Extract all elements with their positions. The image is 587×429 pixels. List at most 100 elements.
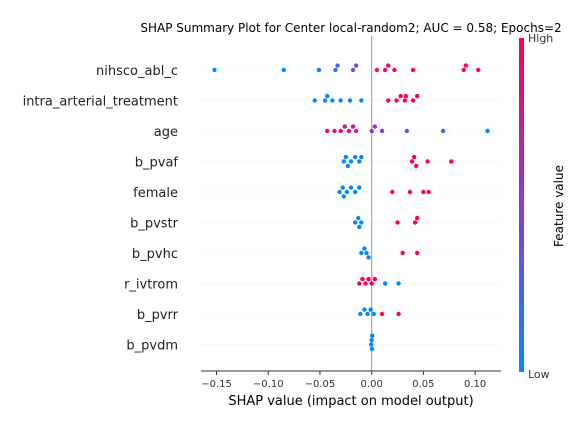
shap-point xyxy=(415,93,420,99)
shap-point xyxy=(337,189,342,195)
shap-point xyxy=(396,311,401,317)
shap-point xyxy=(358,311,363,317)
shap-point xyxy=(342,124,347,129)
row-gridlines xyxy=(201,69,501,345)
shap-point xyxy=(395,220,400,225)
shap-point xyxy=(341,194,346,199)
shap-point xyxy=(356,215,361,221)
shap-point xyxy=(341,159,346,164)
shap-point xyxy=(369,281,374,286)
x-tick-label: 0.10 xyxy=(464,379,486,390)
colorbar xyxy=(519,38,524,372)
shap-point xyxy=(412,220,418,225)
shap-point xyxy=(346,128,352,134)
shap-point xyxy=(394,98,399,103)
shap-point xyxy=(413,163,419,169)
shap-point xyxy=(352,154,358,160)
feature-label: b_pvaf xyxy=(135,156,179,171)
shap-point xyxy=(359,220,364,225)
shap-point xyxy=(404,128,410,134)
shap-point xyxy=(372,124,377,129)
shap-point xyxy=(409,159,415,164)
shap-point xyxy=(353,128,359,134)
shap-point xyxy=(398,93,403,99)
feature-label: r_ivtrom xyxy=(124,278,178,293)
shap-point xyxy=(332,128,337,134)
feature-label: b_pvrr xyxy=(137,308,179,323)
shap-point xyxy=(338,128,343,134)
shap-point xyxy=(386,98,391,103)
shap-point xyxy=(316,67,322,73)
shap-point xyxy=(370,333,375,338)
colorbar-low-label: Low xyxy=(528,368,550,381)
shap-point xyxy=(362,307,367,312)
shap-point xyxy=(312,98,317,103)
shap-point xyxy=(386,63,391,68)
shap-point xyxy=(212,67,217,73)
shap-point xyxy=(402,98,407,103)
shap-point xyxy=(359,98,364,103)
shap-point xyxy=(333,67,338,73)
shap-point xyxy=(357,185,362,190)
shap-point xyxy=(426,189,431,195)
shap-point xyxy=(369,346,375,352)
shap-point xyxy=(410,98,416,103)
x-axis-label: SHAP value (impact on model output) xyxy=(228,394,473,409)
feature-label: b_pvstr xyxy=(130,217,179,232)
shap-point xyxy=(348,159,354,164)
shap-point xyxy=(368,307,373,312)
shap-point xyxy=(407,189,413,195)
shap-point xyxy=(343,154,349,160)
shap-point xyxy=(362,246,367,251)
shap-point xyxy=(345,163,351,169)
shap-point xyxy=(400,250,405,256)
shap-point xyxy=(366,276,371,282)
shap-point xyxy=(382,281,388,286)
shap-point xyxy=(352,220,358,225)
shap-point xyxy=(476,67,481,73)
shap-point xyxy=(340,185,345,190)
shap-point xyxy=(281,67,286,73)
shap-point xyxy=(390,189,395,195)
shap-point xyxy=(348,185,354,190)
colorbar-high-label: High xyxy=(528,32,553,45)
shap-point xyxy=(425,159,430,164)
feature-label: intra_arterial_treatment xyxy=(23,95,178,110)
shap-point xyxy=(421,189,426,195)
shap-point xyxy=(364,250,369,256)
shap-point xyxy=(360,276,365,282)
shap-point xyxy=(369,337,374,343)
shap-point xyxy=(357,224,362,230)
x-tick-label: −0.15 xyxy=(201,379,232,390)
chart-title: SHAP Summary Plot for Center local-rando… xyxy=(140,21,561,35)
shap-point xyxy=(359,154,364,160)
shap-point xyxy=(415,215,420,221)
feature-label: age xyxy=(154,125,178,140)
x-tick-label: −0.10 xyxy=(253,379,284,390)
shap-point xyxy=(366,255,371,260)
shap-point xyxy=(396,281,401,286)
shap-point xyxy=(350,67,356,73)
shap-point xyxy=(363,281,368,286)
shap-point xyxy=(338,98,343,103)
shap-point xyxy=(461,67,466,73)
shap-point xyxy=(347,98,353,103)
x-tick-label: 0.05 xyxy=(412,379,434,390)
shap-point xyxy=(415,250,420,256)
shap-point xyxy=(371,311,376,317)
x-tick-label: −0.05 xyxy=(305,379,336,390)
feature-label: female xyxy=(133,186,178,201)
shap-point xyxy=(365,311,370,317)
shap-point xyxy=(350,124,356,129)
shap-point xyxy=(485,128,490,134)
shap-point xyxy=(359,250,364,256)
shap-point xyxy=(357,281,362,286)
shap-point xyxy=(344,189,350,195)
shap-point xyxy=(322,98,328,103)
shap-point xyxy=(411,154,417,160)
shap-point xyxy=(330,98,335,103)
shap-point xyxy=(335,63,340,68)
shap-point xyxy=(352,189,358,195)
